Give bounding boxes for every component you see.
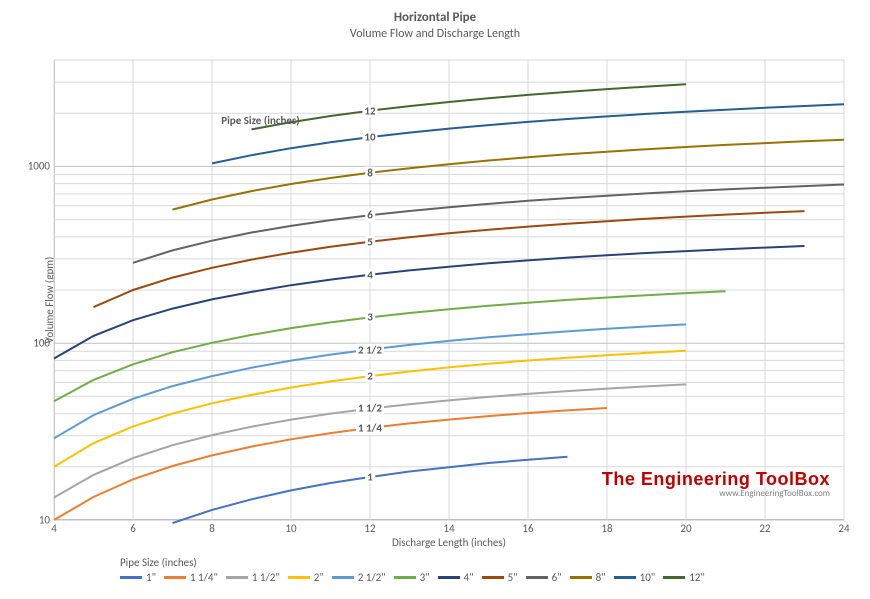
x-tick: 24	[838, 522, 849, 535]
series-label-10: 10	[362, 131, 377, 144]
legend-label: 10"	[640, 571, 656, 584]
x-axis-label: Discharge Length (inches)	[54, 536, 844, 549]
legend-label: 2"	[314, 571, 324, 584]
x-tick: 12	[364, 522, 375, 535]
y-tick: 1000	[10, 160, 50, 173]
series-label-12: 12	[362, 104, 377, 117]
legend-label: 6"	[552, 571, 562, 584]
legend-item: 2"	[288, 571, 324, 584]
series-label-3: 3	[365, 311, 375, 324]
legend-item: 4"	[438, 571, 474, 584]
x-tick: 14	[443, 522, 454, 535]
legend-label: 5"	[508, 571, 518, 584]
legend-label: 4"	[464, 571, 474, 584]
legend-swatch	[526, 576, 548, 579]
legend-items: 1" 1 1/4" 1 1/2" 2" 2 1/2" 3" 4" 5" 6" 8" 10" 12"	[120, 571, 840, 584]
legend-label: 1 1/2"	[252, 571, 280, 584]
legend-label: 1 1/4"	[190, 571, 218, 584]
legend: Pipe Size (inches) 1" 1 1/4" 1 1/2" 2" 2 1/2…	[80, 556, 840, 584]
legend-swatch	[614, 576, 636, 579]
legend-swatch	[164, 576, 186, 579]
series-label-5: 5	[365, 235, 375, 248]
x-tick: 22	[759, 522, 770, 535]
legend-swatch	[226, 576, 248, 579]
series-line-4	[54, 246, 805, 359]
legend-item: 5"	[482, 571, 518, 584]
x-tick: 10	[285, 522, 296, 535]
series-label-212: 2 1/2	[356, 343, 384, 356]
legend-swatch	[120, 576, 142, 579]
legend-swatch	[288, 576, 310, 579]
series-label-6: 6	[365, 209, 375, 222]
series-label-8: 8	[365, 166, 375, 179]
legend-label: 1"	[146, 571, 156, 584]
legend-item: 2 1/2"	[332, 571, 386, 584]
series-label-114: 1 1/4	[356, 422, 384, 435]
legend-swatch	[570, 576, 592, 579]
series-line-12	[252, 84, 687, 129]
chart-title-block: Horizontal Pipe Volume Flow and Discharg…	[0, 10, 870, 41]
x-tick: 18	[601, 522, 612, 535]
series-label-1: 1	[365, 471, 375, 484]
series-line-6	[133, 185, 844, 263]
series-label-2: 2	[365, 370, 375, 383]
legend-swatch	[394, 576, 416, 579]
series-label-4: 4	[365, 268, 375, 281]
x-tick: 16	[522, 522, 533, 535]
legend-label: 8"	[596, 571, 606, 584]
watermark: The Engineering ToolBox www.EngineeringT…	[602, 469, 830, 499]
pipe-size-header: Pipe Size (inches)	[221, 114, 299, 127]
x-tick: 4	[51, 522, 57, 535]
legend-item: 1 1/4"	[164, 571, 218, 584]
x-tick: 8	[209, 522, 215, 535]
chart-container: Horizontal Pipe Volume Flow and Discharg…	[0, 0, 870, 599]
y-tick: 100	[10, 337, 50, 350]
x-tick: 20	[680, 522, 691, 535]
legend-item: 1"	[120, 571, 156, 584]
legend-swatch	[482, 576, 504, 579]
legend-label: 12"	[689, 571, 705, 584]
legend-item: 8"	[570, 571, 606, 584]
y-tick: 10	[10, 514, 50, 527]
legend-label: 3"	[420, 571, 430, 584]
plot-svg	[54, 60, 844, 520]
legend-swatch	[438, 576, 460, 579]
legend-item: 10"	[614, 571, 656, 584]
legend-title: Pipe Size (inches)	[120, 556, 840, 569]
legend-item: 6"	[526, 571, 562, 584]
chart-title: Horizontal Pipe	[0, 10, 870, 25]
legend-swatch	[663, 576, 685, 579]
x-tick: 6	[130, 522, 136, 535]
legend-item: 3"	[394, 571, 430, 584]
legend-item: 1 1/2"	[226, 571, 280, 584]
chart-subtitle: Volume Flow and Discharge Length	[0, 27, 870, 41]
legend-swatch	[332, 576, 354, 579]
legend-item: 12"	[663, 571, 705, 584]
watermark-title: The Engineering ToolBox	[602, 469, 830, 490]
legend-label: 2 1/2"	[358, 571, 386, 584]
series-label-112: 1 1/2	[356, 402, 384, 415]
